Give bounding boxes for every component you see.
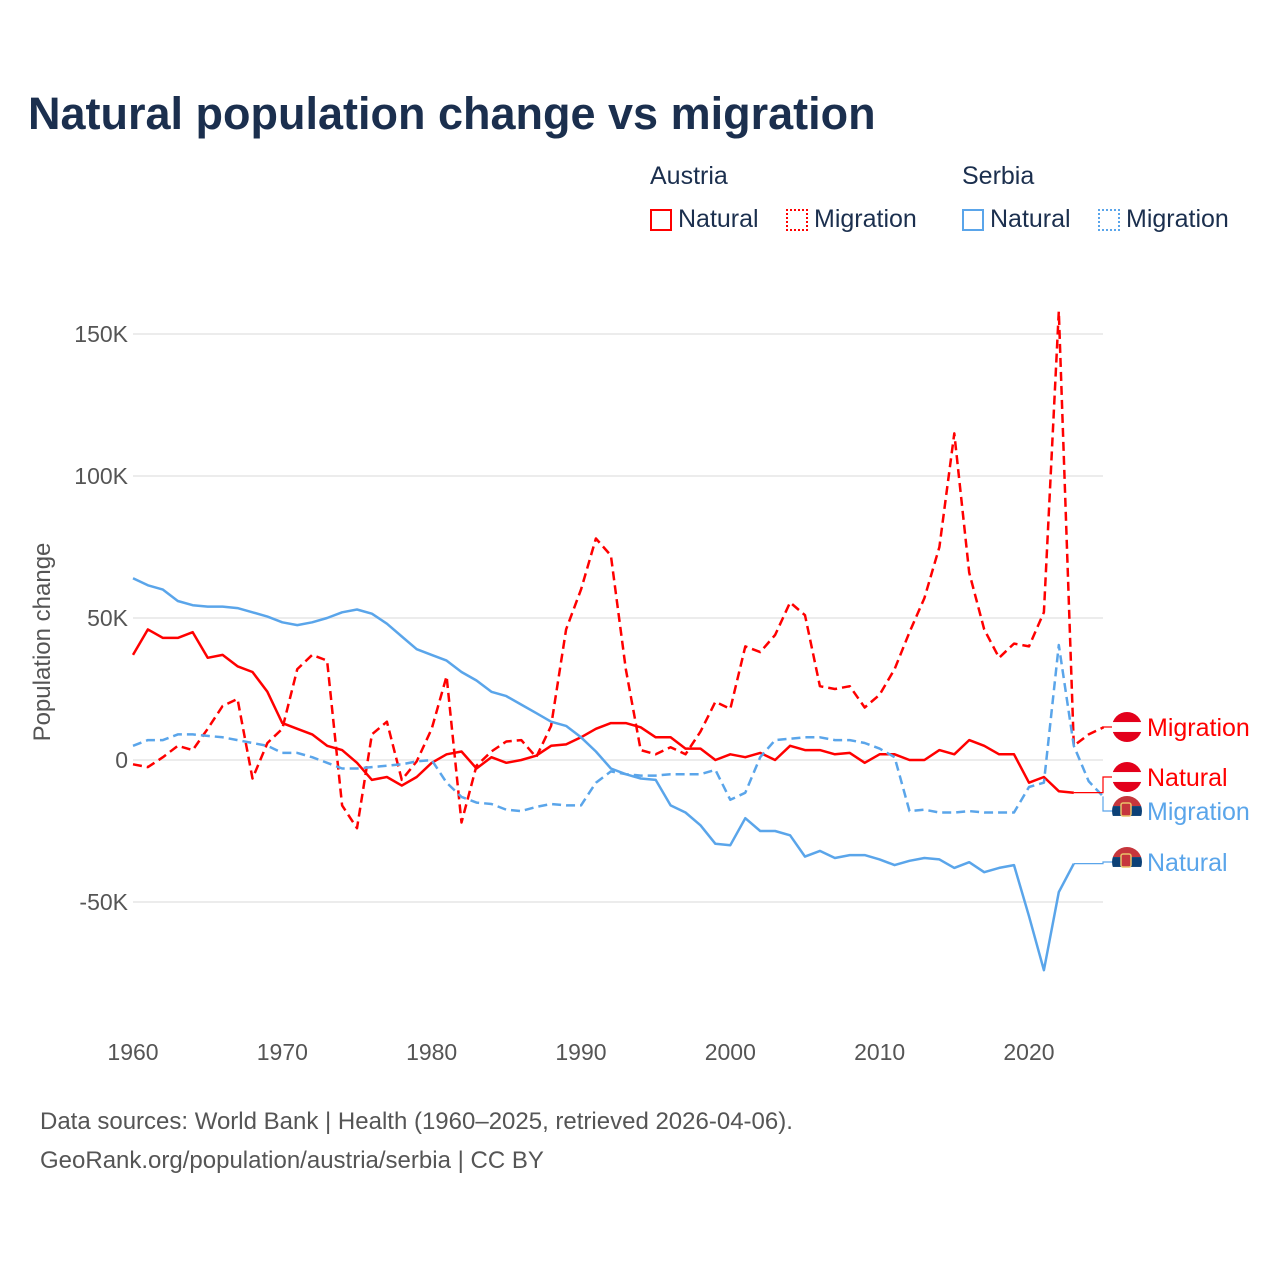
y-tick-label: 50K	[87, 605, 129, 631]
legend-swatch-solid	[962, 208, 984, 231]
legend-label: Natural	[990, 205, 1071, 233]
chart-title: Natural population change vs migration	[28, 88, 876, 139]
footer-sources: Data sources: World Bank | Health (1960–…	[40, 1108, 793, 1135]
legend-serbia-migration[interactable]: Migration	[1098, 205, 1229, 234]
y-tick-label: -50K	[79, 889, 128, 915]
end-label-connector	[1102, 796, 1112, 812]
flag-austria-icon	[1112, 712, 1142, 742]
y-tick-label: 150K	[74, 321, 128, 347]
legend-swatch-dotted	[786, 208, 808, 231]
legend-swatch-dotted	[1098, 208, 1120, 231]
legend-label: Migration	[814, 205, 917, 233]
end-label: Migration	[1147, 798, 1250, 826]
flag-austria-icon	[1112, 762, 1142, 792]
x-tick-label: 1980	[406, 1039, 457, 1065]
x-tick-label: 1990	[555, 1039, 606, 1065]
series-line-austria-natural[interactable]	[131, 628, 1074, 794]
x-tick-label: 2020	[1003, 1039, 1054, 1065]
legend-austria-migration[interactable]: Migration	[786, 205, 917, 234]
x-tick-label: 1970	[257, 1039, 308, 1065]
end-label-connector	[1073, 861, 1112, 865]
flag-serbia-icon	[1112, 796, 1142, 826]
footer-attribution: GeoRank.org/population/austria/serbia | …	[40, 1147, 544, 1174]
legend-group-austria: Austria	[650, 162, 728, 190]
x-tick-label: 2000	[705, 1039, 756, 1065]
series-line-serbia-migration[interactable]	[132, 643, 1105, 814]
legend-label: Migration	[1126, 205, 1229, 233]
legend-group-serbia: Serbia	[962, 162, 1035, 190]
end-label: Natural	[1147, 764, 1228, 792]
legend-label: Natural	[678, 205, 759, 233]
legend-serbia-natural[interactable]: Natural	[962, 205, 1071, 234]
series-line-austria-migration[interactable]	[132, 310, 1105, 830]
legend-austria-natural[interactable]: Natural	[650, 205, 759, 234]
y-axis-label: Population change	[29, 543, 56, 742]
y-tick-label: 0	[115, 747, 128, 773]
x-tick-label: 1960	[107, 1039, 158, 1065]
end-label: Migration	[1147, 714, 1250, 742]
end-label: Natural	[1147, 849, 1228, 877]
series-line-serbia-natural[interactable]	[132, 577, 1075, 972]
end-label-connector	[1073, 776, 1112, 794]
x-tick-label: 2010	[854, 1039, 905, 1065]
flag-serbia-icon	[1112, 847, 1142, 877]
legend-swatch-solid	[650, 208, 672, 231]
y-tick-label: 100K	[74, 463, 128, 489]
